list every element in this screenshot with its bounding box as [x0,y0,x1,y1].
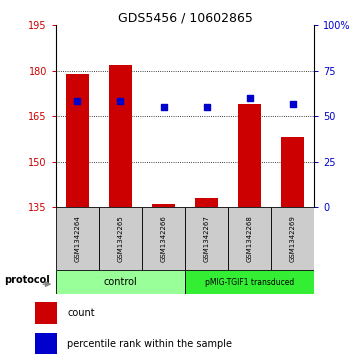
Bar [56,270,185,294]
Point [247,95,252,101]
Text: protocol: protocol [4,275,50,285]
Text: control: control [104,277,137,287]
Point [75,98,81,104]
Text: GSM1342265: GSM1342265 [117,215,123,262]
Bar [142,207,185,270]
Point [118,98,123,104]
Text: GSM1342266: GSM1342266 [161,215,166,262]
Text: GSM1342269: GSM1342269 [290,215,296,262]
Title: GDS5456 / 10602865: GDS5456 / 10602865 [118,11,252,24]
Point [204,104,209,110]
Bar [238,104,261,207]
Bar [99,207,142,270]
Bar [109,65,132,207]
Bar [66,74,89,207]
Text: percentile rank within the sample: percentile rank within the sample [67,339,232,349]
Bar [185,207,228,270]
Bar [35,302,57,323]
Bar [228,207,271,270]
Bar [35,333,57,354]
Bar [195,198,218,207]
Bar [152,204,175,207]
Text: pMIG-TGIF1 transduced: pMIG-TGIF1 transduced [205,278,294,287]
Text: GSM1342268: GSM1342268 [247,215,253,262]
Bar [281,137,304,207]
Bar [56,207,99,270]
Text: GSM1342264: GSM1342264 [74,215,81,262]
Text: GSM1342267: GSM1342267 [204,215,209,262]
Bar [185,270,314,294]
Bar [271,207,314,270]
Point [290,101,295,107]
Point [161,104,166,110]
Text: count: count [67,308,95,318]
